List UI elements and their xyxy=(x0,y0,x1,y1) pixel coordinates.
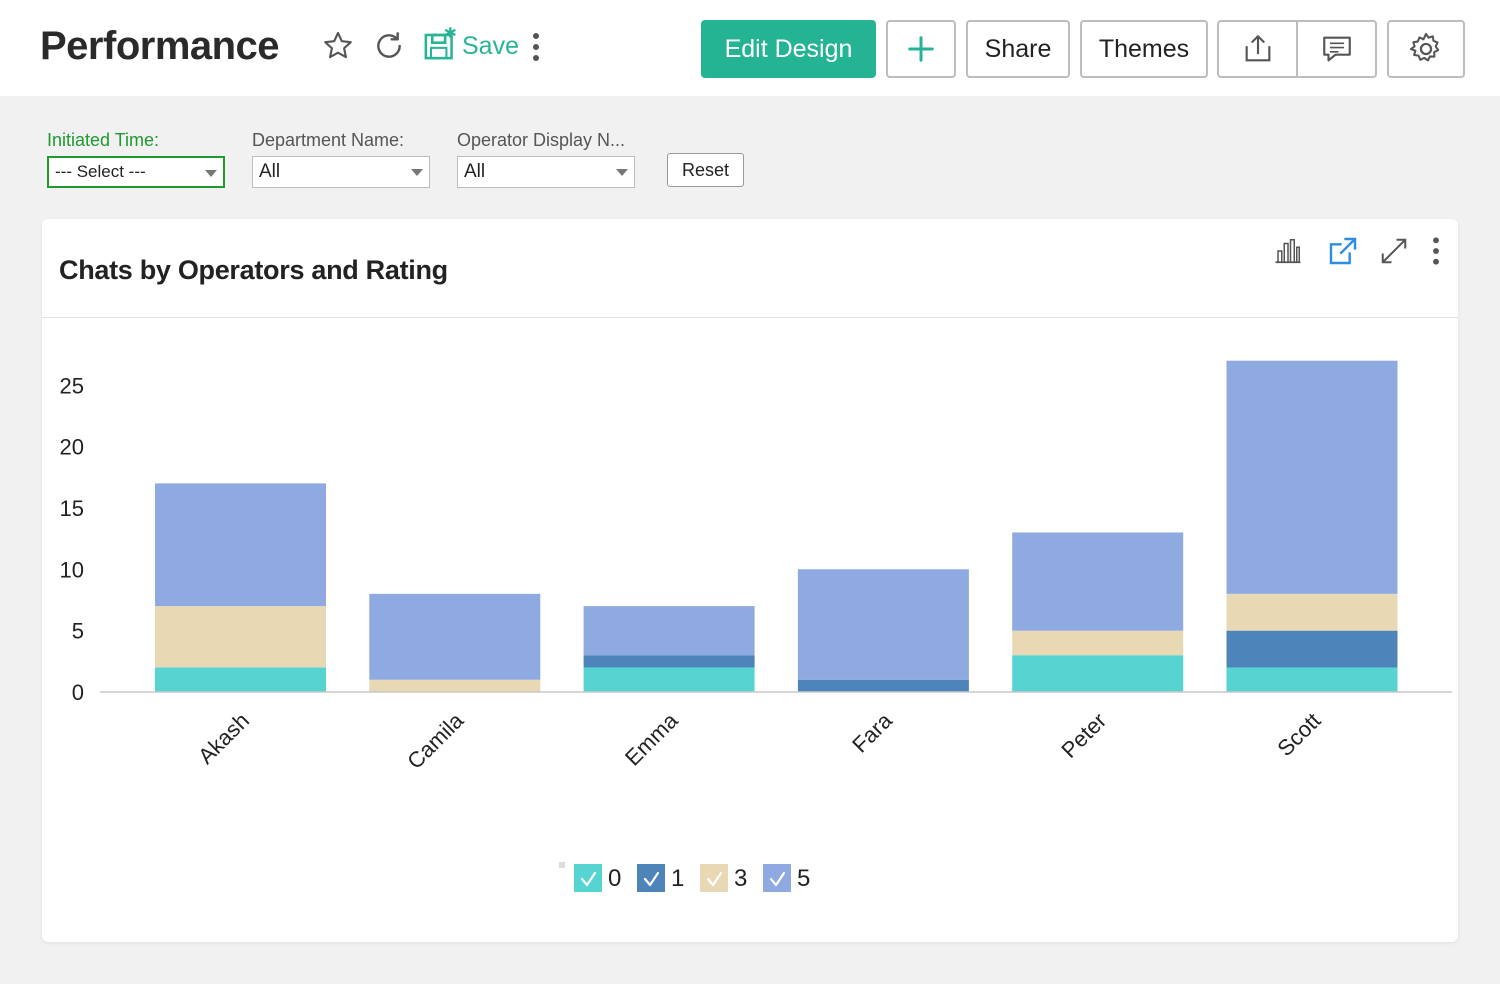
bar-segment-akash-rating-0[interactable] xyxy=(155,667,326,692)
card-divider xyxy=(42,317,1458,318)
filter-label: Department Name: xyxy=(252,130,405,150)
y-tick-label: 10 xyxy=(60,557,84,582)
bar-segment-scott-rating-5[interactable] xyxy=(1226,360,1398,594)
chevron-down-icon xyxy=(411,169,423,176)
chart-title: Chats by Operators and Rating xyxy=(59,255,448,285)
legend-item-5[interactable]: 5 xyxy=(763,864,810,892)
legend-item-0[interactable]: 0 xyxy=(574,864,621,892)
comment-icon[interactable] xyxy=(1296,22,1375,76)
initiated-time-select[interactable]: --- Select --- xyxy=(47,156,225,188)
filter-label: Operator Display N... xyxy=(457,130,626,150)
x-tick-label: Scott xyxy=(1272,708,1325,761)
add-button[interactable] xyxy=(886,20,956,78)
checkmark-icon xyxy=(580,871,597,887)
legend-item-3[interactable]: 3 xyxy=(700,864,747,892)
checkmark-icon xyxy=(769,871,786,887)
legend-item-1[interactable]: 1 xyxy=(637,864,684,892)
bar-segment-scott-rating-0[interactable] xyxy=(1226,667,1398,692)
themes-button[interactable]: Themes xyxy=(1080,20,1208,78)
bar-segment-camila-rating-5[interactable] xyxy=(369,593,541,680)
y-tick-label: 25 xyxy=(60,373,84,398)
filter-label: Initiated Time: xyxy=(47,130,160,150)
legend-swatch xyxy=(574,864,602,892)
x-tick-label: Akash xyxy=(193,708,254,769)
x-tick-label: Peter xyxy=(1056,708,1111,763)
filter-initiated-time: Initiated Time: --- Select --- xyxy=(47,130,225,188)
y-tick-label: 20 xyxy=(60,435,84,460)
legend-label: 1 xyxy=(671,865,684,892)
expand-icon[interactable] xyxy=(1376,233,1412,269)
bar-segment-fara-rating-5[interactable] xyxy=(797,569,969,680)
y-tick-label: 15 xyxy=(60,496,84,521)
y-tick-label: 5 xyxy=(72,619,84,644)
chart-legend: 0 1 3 5 xyxy=(559,862,810,892)
plus-icon xyxy=(908,36,934,62)
header: Performance Save Edit Design Share Theme… xyxy=(0,0,1500,96)
save-icon xyxy=(422,26,458,67)
legend-swatch xyxy=(637,864,665,892)
export-comment-group xyxy=(1217,20,1377,78)
select-value: --- Select --- xyxy=(55,162,146,181)
chevron-down-icon xyxy=(205,170,217,177)
bar-segment-camila-rating-3[interactable] xyxy=(369,679,541,692)
bar-segment-scott-rating-1[interactable] xyxy=(1226,630,1398,668)
bar-segment-fara-rating-1[interactable] xyxy=(797,679,969,692)
filter-department-name: Department Name: All xyxy=(252,130,430,188)
save-button[interactable]: Save xyxy=(422,26,519,66)
bar-segment-peter-rating-0[interactable] xyxy=(1012,655,1184,692)
reset-button[interactable]: Reset xyxy=(667,153,744,187)
x-tick-label: Fara xyxy=(847,707,897,757)
page-title: Performance xyxy=(40,24,280,68)
checkmark-icon xyxy=(706,871,723,887)
star-icon[interactable] xyxy=(320,28,356,64)
x-tick-label: Camila xyxy=(402,707,469,774)
x-tick-label: Emma xyxy=(620,707,683,770)
export-icon[interactable] xyxy=(1219,22,1296,76)
settings-icon xyxy=(1409,32,1440,62)
legend-label: 3 xyxy=(734,865,747,892)
settings-button[interactable] xyxy=(1387,20,1465,78)
y-tick-label: 0 xyxy=(72,680,84,705)
bar-segment-scott-rating-3[interactable] xyxy=(1226,593,1398,631)
bar-segment-peter-rating-3[interactable] xyxy=(1012,630,1184,656)
legend-swatch xyxy=(700,864,728,892)
bar-segment-emma-rating-1[interactable] xyxy=(583,655,755,668)
department-name-select[interactable]: All xyxy=(252,156,430,188)
bar-segment-peter-rating-5[interactable] xyxy=(1012,532,1184,631)
legend-swatch xyxy=(763,864,791,892)
select-value: All xyxy=(259,161,281,182)
bar-segment-akash-rating-3[interactable] xyxy=(155,606,326,668)
bar-segment-emma-rating-0[interactable] xyxy=(583,667,755,692)
legend-label: 0 xyxy=(608,865,621,892)
refresh-icon[interactable] xyxy=(371,28,407,64)
checkmark-icon xyxy=(643,871,660,887)
select-value: All xyxy=(464,161,486,182)
edit-design-button[interactable]: Edit Design xyxy=(701,20,876,78)
legend-scroll-marker xyxy=(559,862,565,868)
share-button[interactable]: Share xyxy=(966,20,1070,78)
save-label: Save xyxy=(462,31,519,60)
bar-chart-icon[interactable] xyxy=(1270,233,1306,269)
more-vertical-icon[interactable] xyxy=(524,30,548,64)
open-external-icon[interactable] xyxy=(1325,233,1361,269)
filter-operator-display-name: Operator Display N... All xyxy=(457,130,635,188)
bar-segment-emma-rating-5[interactable] xyxy=(583,606,755,656)
more-vertical-icon[interactable] xyxy=(1418,233,1454,269)
bar-segment-akash-rating-5[interactable] xyxy=(155,483,326,607)
chevron-down-icon xyxy=(616,169,628,176)
chart-card: Chats by Operators and Rating 0 5 10 15 20 25… xyxy=(42,219,1458,942)
operator-display-name-select[interactable]: All xyxy=(457,156,635,188)
legend-label: 5 xyxy=(797,865,810,892)
